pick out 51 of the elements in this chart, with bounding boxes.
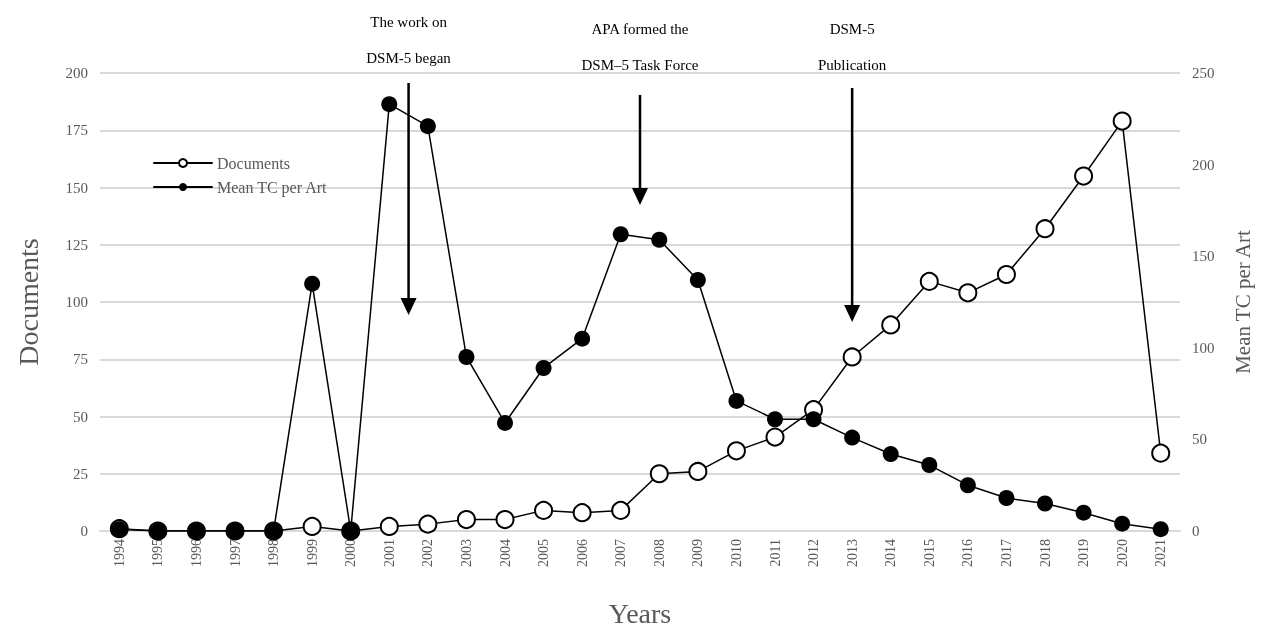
text: APA formed the DSM–5 Task Force [581, 21, 699, 73]
x-tick-label: 2000 [343, 539, 359, 567]
x-tick-label: 2005 [536, 539, 552, 567]
x-tick-label: 1996 [188, 539, 204, 567]
y-tick-label: 0 [80, 523, 88, 539]
y-tick-label: 50 [73, 408, 88, 425]
x-axis-title: Years [608, 597, 672, 629]
x-tick-label: 1999 [304, 539, 320, 567]
y-tick-label: 25 [73, 465, 88, 482]
x-tick-label: 1994 [111, 539, 127, 567]
x-tick-label: 2002 [420, 539, 436, 567]
y2-tick-label: 100 [1192, 339, 1215, 356]
legend-label: Mean TC per Art [217, 178, 328, 197]
x-tick-label: 2017 [998, 539, 1014, 567]
y-tick-label: 200 [65, 65, 88, 81]
y2-tick-label: 0 [1192, 523, 1200, 539]
y-tick-label: 75 [73, 351, 88, 368]
x-tick-label: 2013 [844, 539, 860, 567]
y-tick-label: 150 [65, 179, 88, 196]
x-tick-label: 2014 [883, 539, 899, 567]
x-tick-label: 2010 [728, 539, 744, 567]
legend-label: Documents [217, 154, 290, 172]
x-tick-label: 2016 [960, 539, 976, 567]
x-tick-label: 2019 [1076, 539, 1092, 567]
y-tick-label: 175 [65, 122, 88, 139]
y2-axis-title: Mean TC per Art [1230, 230, 1255, 374]
x-tick-label: 2015 [921, 539, 937, 567]
x-tick-label: 2009 [690, 539, 706, 567]
y2-tick-label: 150 [1192, 248, 1215, 265]
y-tick-label: 100 [65, 294, 88, 310]
x-tick-label: 2018 [1037, 539, 1053, 567]
x-tick-label: 2007 [613, 539, 629, 567]
text: The work on DSM-5 began [366, 14, 451, 66]
x-tick-label: 2020 [1114, 539, 1130, 567]
x-tick-label: 1998 [266, 539, 282, 567]
x-tick-label: 2006 [574, 539, 590, 567]
y2-tick-label: 200 [1192, 156, 1215, 173]
x-tick-label: 1997 [227, 539, 243, 567]
y2-tick-label: 250 [1192, 65, 1215, 81]
x-tick-label: 2003 [458, 539, 474, 567]
y-axis-title: Documents [12, 238, 44, 366]
x-tick-label: 2008 [651, 539, 667, 567]
y-tick-label: 125 [65, 236, 88, 253]
text: DSM-5 Publication [817, 21, 887, 73]
x-tick-label: 2011 [767, 539, 783, 567]
x-tick-label: 2001 [381, 539, 397, 567]
y2-tick-label: 50 [1192, 431, 1207, 448]
x-tick-label: 1995 [150, 539, 166, 567]
x-tick-label: 2021 [1153, 539, 1169, 567]
x-tick-label: 2004 [497, 539, 513, 567]
x-tick-label: 2012 [806, 539, 822, 567]
